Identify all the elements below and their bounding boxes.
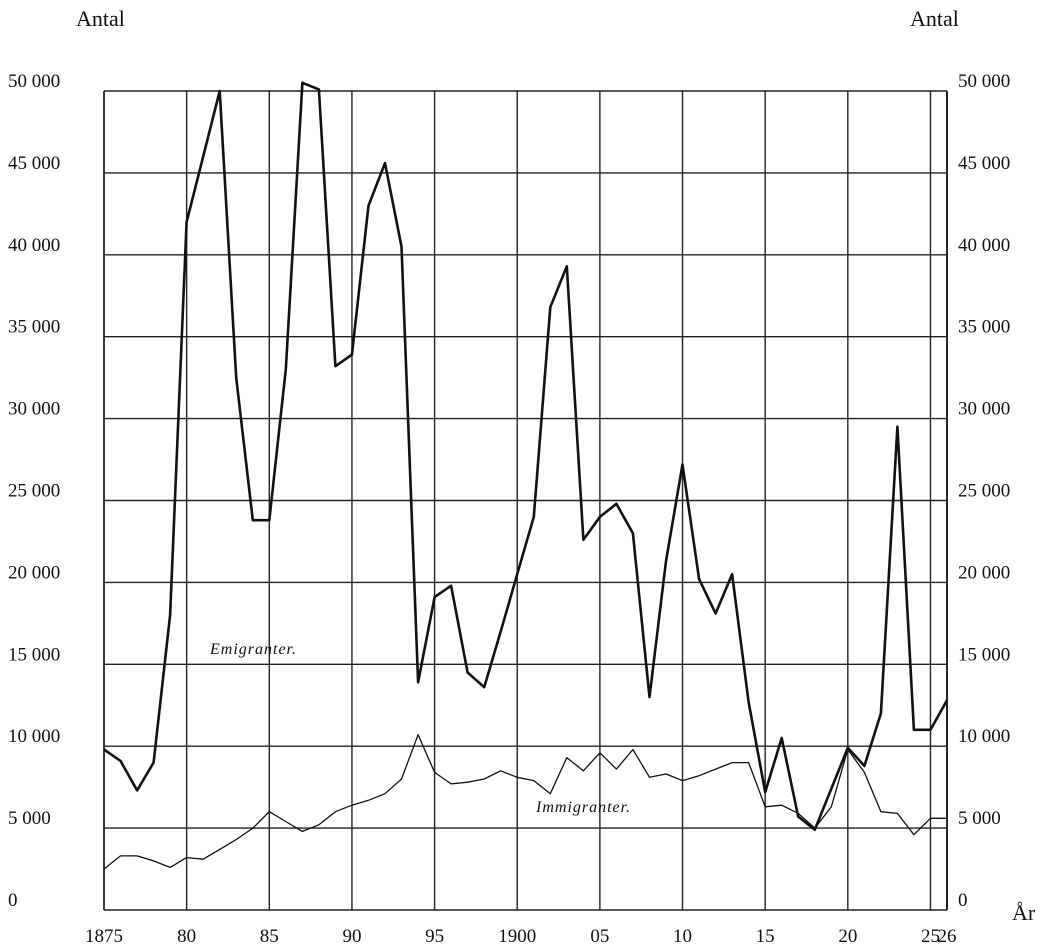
x-tick-label: 85 (260, 926, 279, 947)
y-tick-label-left: 30 000 (8, 399, 60, 420)
y-tick-label-left: 35 000 (8, 317, 60, 338)
x-tick-label: 20 (838, 926, 857, 947)
series-label: Emigranter. (209, 641, 297, 658)
x-tick-label: 1900 (498, 926, 536, 947)
y-tick-label-left: 20 000 (8, 562, 60, 583)
y-tick-label-right: 35 000 (958, 317, 1010, 338)
series-label: Immigranter. (535, 799, 631, 816)
y-tick-label-left: 10 000 (8, 726, 60, 747)
y-tick-label-left: 15 000 (8, 644, 60, 665)
y-tick-label-left: 40 000 (8, 235, 60, 256)
y-tick-label-left: 50 000 (8, 71, 60, 92)
x-tick-label: 05 (590, 926, 609, 947)
y-tick-label-right: 50 000 (958, 71, 1010, 92)
y-tick-label-left: 0 (8, 890, 18, 911)
series-line (103, 734, 947, 870)
y-tick-label-right: 0 (958, 890, 968, 911)
y-tick-label-left: 25 000 (8, 481, 60, 502)
x-tick-label: 1875 (85, 926, 123, 947)
x-tick-label: 15 (756, 926, 775, 947)
series-line (103, 81, 949, 832)
y-tick-label-right: 45 000 (958, 153, 1010, 174)
y-tick-label-right: 20 000 (958, 562, 1010, 583)
x-tick-label: 80 (177, 926, 196, 947)
x-axis-title: År (1012, 900, 1036, 925)
y-tick-label-right: 40 000 (958, 235, 1010, 256)
y-tick-label-right: 30 000 (958, 399, 1010, 420)
y-tick-label-right: 25 000 (958, 481, 1010, 502)
y-tick-label-right: 15 000 (958, 644, 1010, 665)
x-tick-label: 10 (673, 926, 692, 947)
y-tick-label-left: 5 000 (8, 808, 51, 829)
y-tick-label-left: 45 000 (8, 153, 60, 174)
y-tick-label-right: 5 000 (958, 808, 1001, 829)
y-axis-title-right: Antal (910, 6, 959, 31)
y-tick-label-right: 10 000 (958, 726, 1010, 747)
x-tick-label: 25 (921, 926, 940, 947)
x-tick-label: 90 (342, 926, 361, 947)
y-axis-title-left: Antal (76, 6, 125, 31)
x-tick-label: 26 (938, 926, 957, 947)
x-tick-label: 95 (425, 926, 444, 947)
